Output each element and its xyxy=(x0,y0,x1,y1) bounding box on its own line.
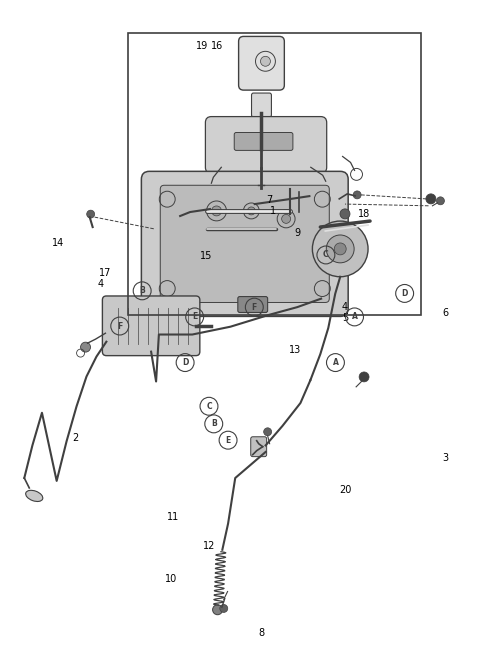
Circle shape xyxy=(436,197,444,205)
Circle shape xyxy=(243,203,259,219)
Circle shape xyxy=(81,342,91,352)
Circle shape xyxy=(277,210,295,228)
Ellipse shape xyxy=(25,490,43,501)
Circle shape xyxy=(340,209,350,219)
Circle shape xyxy=(312,221,368,277)
Circle shape xyxy=(326,235,354,263)
Text: 10: 10 xyxy=(165,574,177,584)
Circle shape xyxy=(426,194,436,204)
Text: E: E xyxy=(226,436,231,445)
Text: C: C xyxy=(206,401,212,411)
Text: B: B xyxy=(139,286,145,295)
Text: 16: 16 xyxy=(212,41,224,51)
Circle shape xyxy=(206,201,227,221)
FancyBboxPatch shape xyxy=(102,296,200,356)
FancyBboxPatch shape xyxy=(142,171,348,316)
Text: 5: 5 xyxy=(342,313,348,323)
Circle shape xyxy=(212,206,221,216)
Text: 7: 7 xyxy=(266,195,273,205)
Text: A: A xyxy=(351,312,358,321)
Text: E: E xyxy=(192,312,197,321)
Text: 4: 4 xyxy=(97,279,104,289)
Text: B: B xyxy=(211,419,216,428)
Text: 8: 8 xyxy=(258,628,264,638)
Text: C: C xyxy=(323,251,329,260)
Circle shape xyxy=(87,210,95,218)
FancyBboxPatch shape xyxy=(252,93,271,117)
FancyBboxPatch shape xyxy=(251,437,267,457)
Text: 2: 2 xyxy=(72,432,79,443)
Text: F: F xyxy=(117,321,122,331)
Circle shape xyxy=(353,191,361,199)
Circle shape xyxy=(261,56,270,66)
Text: 15: 15 xyxy=(201,251,213,261)
FancyBboxPatch shape xyxy=(160,185,329,302)
Text: D: D xyxy=(182,358,188,367)
Text: 12: 12 xyxy=(203,541,215,552)
Circle shape xyxy=(264,428,272,436)
Circle shape xyxy=(247,207,255,215)
FancyBboxPatch shape xyxy=(205,117,327,173)
Text: 3: 3 xyxy=(442,453,448,463)
Text: 18: 18 xyxy=(358,209,370,219)
Text: 19: 19 xyxy=(196,41,208,51)
Text: F: F xyxy=(252,302,257,312)
Bar xyxy=(128,33,421,315)
Text: 6: 6 xyxy=(442,308,448,318)
Text: 1: 1 xyxy=(270,205,276,216)
FancyBboxPatch shape xyxy=(238,297,268,312)
Circle shape xyxy=(334,243,346,255)
Text: 4: 4 xyxy=(342,302,348,312)
Text: 14: 14 xyxy=(51,238,64,248)
Circle shape xyxy=(213,605,223,615)
Text: 9: 9 xyxy=(294,228,300,238)
Text: 11: 11 xyxy=(167,512,180,522)
Text: 20: 20 xyxy=(339,485,351,495)
Circle shape xyxy=(282,215,290,223)
Text: D: D xyxy=(401,289,408,298)
Text: A: A xyxy=(333,358,338,367)
Circle shape xyxy=(359,372,369,382)
Text: 17: 17 xyxy=(99,268,112,277)
FancyBboxPatch shape xyxy=(234,133,293,150)
Text: 13: 13 xyxy=(289,344,301,354)
Circle shape xyxy=(220,604,228,613)
FancyBboxPatch shape xyxy=(239,37,284,90)
